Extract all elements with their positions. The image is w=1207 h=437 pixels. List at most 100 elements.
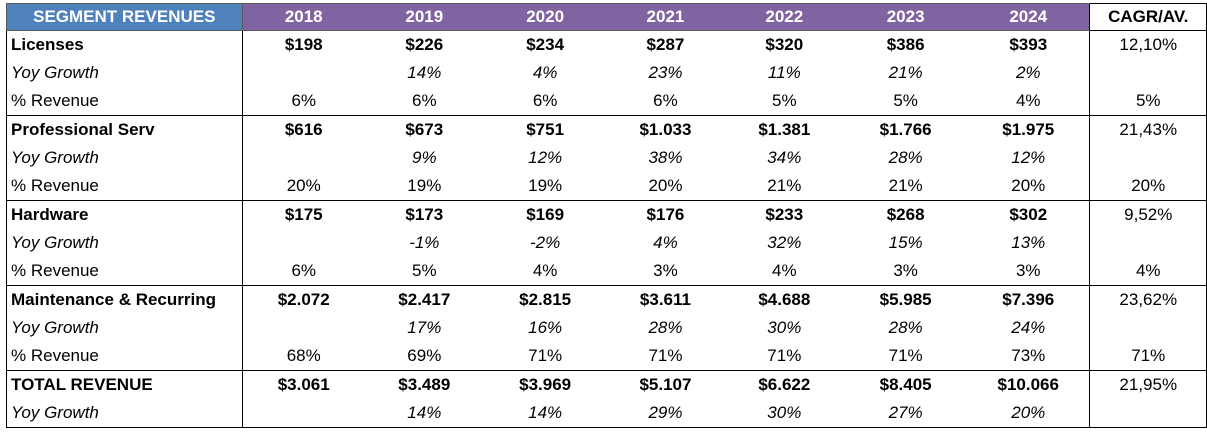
segment-name[interactable]: Hardware [6, 200, 243, 229]
yoy-growth-cagr-cell[interactable] [1089, 59, 1207, 87]
segment-value-cell[interactable]: $1.766 [844, 115, 968, 144]
segment-value-cell[interactable]: $3.611 [606, 285, 725, 314]
yoy-growth-cagr-cell[interactable] [1089, 229, 1207, 257]
yoy-growth-cell[interactable]: 15% [888, 233, 923, 252]
revenue-share-avg-cell[interactable]: 71% [1089, 342, 1207, 371]
segment-name[interactable]: Maintenance & Recurring [6, 285, 243, 314]
segment-value-cell[interactable]: $751 [483, 115, 607, 144]
total-revenue-cell[interactable]: $8.405 [844, 370, 968, 399]
segment-value-cell[interactable]: $616 [242, 115, 365, 144]
yoy-growth-cell[interactable]: 28% [888, 148, 923, 167]
revenue-share-cell[interactable]: 21% [844, 172, 968, 201]
yoy-growth-cell[interactable]: 4% [532, 63, 558, 82]
revenue-share-cell[interactable]: 19% [364, 172, 484, 201]
yoy-growth-cell[interactable]: 4% [653, 233, 678, 252]
yoy-growth-label[interactable]: Yoy Growth [6, 229, 243, 257]
yoy-growth-cell[interactable]: 38% [648, 148, 683, 167]
yoy-growth-cell[interactable]: 23% [648, 63, 683, 82]
yoy-growth-cell[interactable]: 17% [407, 318, 442, 337]
total-revenue-cell[interactable]: $5.107 [606, 370, 725, 399]
revenue-share-label[interactable]: % Revenue [6, 172, 243, 201]
segment-value-cell[interactable]: $2.072 [242, 285, 365, 314]
total-yoy-growth-cell[interactable]: 30% [724, 399, 845, 428]
yoy-growth-cell[interactable]: 2% [1015, 63, 1041, 82]
yoy-growth-cell[interactable]: -1% [409, 233, 440, 252]
segment-value-cell[interactable]: $233 [724, 200, 845, 229]
segment-value-cell[interactable]: $4.688 [724, 285, 845, 314]
segment-value-cell[interactable]: $1.975 [967, 115, 1090, 144]
revenue-share-cell[interactable]: 68% [242, 342, 365, 371]
segment-value-cell[interactable]: $1.033 [606, 115, 725, 144]
segment-value-cell[interactable]: $2.815 [483, 285, 607, 314]
header-year[interactable]: 2023 [844, 3, 968, 31]
segment-value-cell[interactable]: $268 [844, 200, 968, 229]
yoy-growth-cell[interactable]: 21% [888, 63, 923, 82]
segment-value-cell[interactable]: $175 [242, 200, 365, 229]
revenue-share-cell[interactable]: 4% [483, 257, 607, 286]
segment-value-cell[interactable]: $5.985 [844, 285, 968, 314]
yoy-growth-cell[interactable]: 13% [1011, 233, 1046, 252]
revenue-share-cell[interactable]: 6% [483, 87, 607, 116]
total-revenue-cell[interactable]: $3.969 [483, 370, 607, 399]
yoy-growth-cell[interactable]: 12% [1011, 148, 1046, 167]
revenue-share-cell[interactable]: 20% [967, 172, 1090, 201]
yoy-growth-cell[interactable] [242, 59, 365, 87]
header-segment-label[interactable]: SEGMENT REVENUES [6, 3, 243, 31]
segment-value-cell[interactable]: $173 [364, 200, 484, 229]
revenue-share-cell[interactable]: 71% [606, 342, 725, 371]
header-year[interactable]: 2019 [364, 3, 484, 31]
header-year[interactable]: 2021 [606, 3, 725, 31]
revenue-share-cell[interactable]: 71% [844, 342, 968, 371]
revenue-share-avg-cell[interactable]: 4% [1089, 257, 1207, 286]
revenue-share-cell[interactable]: 3% [844, 257, 968, 286]
segment-value-cell[interactable]: $176 [606, 200, 725, 229]
segment-value-cell[interactable]: $386 [886, 35, 925, 54]
segment-value-cell[interactable]: $2.417 [364, 285, 484, 314]
total-cagr-cell[interactable]: 21,95% [1089, 370, 1207, 399]
segment-value-cell[interactable]: $393 [1009, 35, 1048, 54]
yoy-growth-cell[interactable]: 24% [1011, 318, 1046, 337]
segment-name[interactable]: Licenses [6, 30, 243, 59]
total-revenue-cell[interactable]: $3.489 [364, 370, 484, 399]
segment-cagr-cell[interactable]: 21,43% [1089, 115, 1207, 144]
header-cagr[interactable]: CAGR/AV. [1089, 3, 1207, 31]
yoy-growth-cell[interactable]: 32% [767, 233, 802, 252]
total-yoy-growth-label[interactable]: Yoy Growth [6, 399, 243, 428]
revenue-share-cell[interactable]: 71% [724, 342, 845, 371]
segment-cagr-cell[interactable]: 12,10% [1089, 30, 1207, 59]
yoy-growth-cell[interactable]: 9% [412, 148, 437, 167]
segment-cagr-cell[interactable]: 9,52% [1089, 200, 1207, 229]
yoy-growth-cell[interactable]: 34% [767, 148, 802, 167]
header-year[interactable]: 2020 [483, 3, 607, 31]
header-year[interactable]: 2018 [242, 3, 365, 31]
header-year[interactable]: 2024 [967, 3, 1090, 31]
revenue-share-avg-cell[interactable]: 20% [1089, 172, 1207, 201]
total-revenue-name[interactable]: TOTAL REVENUE [6, 370, 243, 399]
segment-value-cell[interactable]: $198 [284, 35, 323, 54]
segment-value-cell[interactable]: $673 [364, 115, 484, 144]
segment-value-cell[interactable]: $320 [765, 35, 804, 54]
yoy-growth-cell[interactable]: 16% [528, 318, 563, 337]
revenue-share-label[interactable]: % Revenue [6, 87, 243, 116]
segment-value-cell[interactable]: $302 [967, 200, 1090, 229]
revenue-share-cell[interactable]: 19% [483, 172, 607, 201]
yoy-growth-cell[interactable]: -2% [530, 233, 561, 252]
yoy-growth-cell[interactable]: 30% [767, 318, 802, 337]
revenue-share-cell[interactable]: 71% [483, 342, 607, 371]
revenue-share-cell[interactable]: 4% [967, 87, 1090, 116]
total-yoy-growth-cell[interactable]: 29% [606, 399, 725, 428]
yoy-growth-cell[interactable]: 28% [888, 318, 923, 337]
revenue-share-avg-cell[interactable]: 5% [1089, 87, 1207, 116]
yoy-growth-cell[interactable]: 28% [648, 318, 683, 337]
revenue-share-label[interactable]: % Revenue [6, 257, 243, 286]
segment-value-cell[interactable]: $226 [405, 35, 444, 54]
segment-value-cell[interactable]: $169 [483, 200, 607, 229]
segment-value-cell[interactable]: $287 [646, 35, 685, 54]
total-revenue-cell[interactable]: $10.066 [967, 370, 1090, 399]
total-yoy-growth-cell[interactable]: 14% [364, 399, 484, 428]
segment-value-cell[interactable]: $1.381 [724, 115, 845, 144]
yoy-growth-label[interactable]: Yoy Growth [6, 59, 243, 87]
revenue-share-cell[interactable]: 5% [844, 87, 968, 116]
yoy-growth-cell[interactable] [242, 144, 365, 172]
revenue-share-cell[interactable]: 21% [724, 172, 845, 201]
